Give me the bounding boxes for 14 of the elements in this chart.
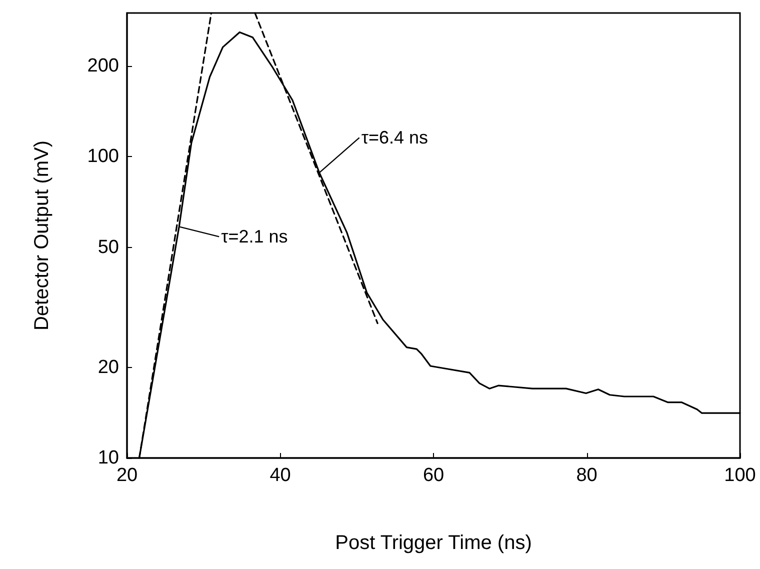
x-tick-label: 80 [576,465,598,486]
x-tick-label: 100 [724,465,756,486]
y-tick-label: 50 [98,236,119,258]
x-tick-label: 60 [422,465,444,486]
y-tick-label: 20 [98,356,119,378]
y-tick-label: 10 [98,448,119,468]
x-tick-label: 20 [116,465,138,486]
y-axis-title: Detector Output (mV) [31,140,53,331]
x-tick-label: 40 [270,465,291,486]
y-tick-label: 200 [87,56,119,77]
x-axis-title: Post Trigger Time (ns) [335,532,532,554]
y-tick-label: 100 [87,146,119,168]
annotation: τ=2.1 ns [221,226,288,247]
annotation: τ=6.4 ns [361,128,428,148]
